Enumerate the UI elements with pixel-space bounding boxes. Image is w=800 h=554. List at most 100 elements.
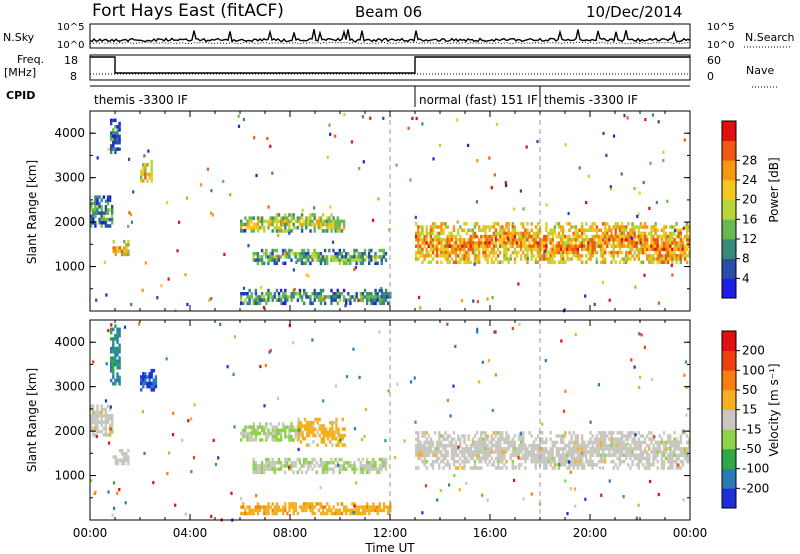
heatmap-cell xyxy=(409,178,412,182)
heatmap-cell xyxy=(471,247,475,252)
heatmap-cell xyxy=(566,512,569,516)
heatmap-cell xyxy=(677,447,680,451)
heatmap-cell xyxy=(338,222,342,227)
heatmap-cell xyxy=(432,157,435,161)
heatmap-cell xyxy=(608,479,611,483)
heatmap-cell xyxy=(353,470,356,475)
heatmap-cell xyxy=(288,505,291,509)
heatmap-cell xyxy=(351,467,354,471)
heatmap-cell xyxy=(589,463,592,467)
heatmap-cell xyxy=(482,443,485,448)
heatmap-cell xyxy=(667,434,670,438)
heatmap-cell xyxy=(601,250,605,255)
heatmap-cell xyxy=(612,443,615,448)
heatmap-cell xyxy=(664,260,668,264)
heatmap-cell xyxy=(127,252,130,257)
heatmap-cell xyxy=(669,225,672,229)
heatmap-cell xyxy=(455,118,459,122)
heatmap-cell xyxy=(450,443,454,448)
heatmap-cell xyxy=(372,505,375,509)
heatmap-cell xyxy=(271,464,274,468)
heatmap-cell xyxy=(496,431,500,435)
heatmap-cell xyxy=(574,443,577,448)
heatmap-cell xyxy=(423,447,426,451)
heatmap-cell xyxy=(488,225,491,229)
heatmap-cell xyxy=(288,431,291,436)
heatmap-cell xyxy=(547,231,550,236)
heatmap-cell xyxy=(361,470,365,475)
heatmap-cell xyxy=(114,356,117,360)
heatmap-cell xyxy=(612,225,615,229)
heatmap-cell xyxy=(652,437,655,441)
heatmap-cell xyxy=(114,134,117,139)
heatmap-cell xyxy=(267,222,270,227)
heatmap-cell xyxy=(96,201,99,206)
heatmap-cell xyxy=(612,257,615,261)
heatmap-cell xyxy=(418,295,421,299)
heatmap-cell xyxy=(522,497,525,501)
colorbar-segment xyxy=(722,331,736,351)
heatmap-cell xyxy=(114,362,117,367)
heatmap-cell xyxy=(591,241,594,245)
heatmap-cell xyxy=(465,222,468,226)
heatmap-cell xyxy=(258,258,262,262)
heatmap-cell xyxy=(645,463,648,467)
heatmap-cell xyxy=(242,502,245,506)
heatmap-cell xyxy=(123,455,126,459)
heatmap-cell xyxy=(246,219,249,224)
heatmap-cell xyxy=(284,261,287,266)
heatmap-cell xyxy=(440,434,443,438)
heatmap-cell xyxy=(290,298,293,302)
heatmap-cell xyxy=(355,258,358,262)
heatmap-cell xyxy=(522,447,525,451)
heatmap-cell xyxy=(281,248,285,253)
heatmap-cell xyxy=(342,295,346,299)
heatmap-cell xyxy=(593,437,596,441)
heatmap-cell xyxy=(679,459,682,464)
heatmap-cell xyxy=(425,437,428,441)
heatmap-cell xyxy=(271,255,274,259)
heatmap-cell xyxy=(469,247,472,252)
heatmap-cell xyxy=(669,244,672,248)
heatmap-cell xyxy=(480,244,483,248)
heatmap-cell xyxy=(90,426,93,431)
heatmap-cell xyxy=(467,437,470,441)
heatmap-cell xyxy=(267,292,270,296)
heatmap-cell xyxy=(673,238,676,242)
heatmap-cell xyxy=(96,156,99,160)
heatmap-cell xyxy=(526,254,529,258)
heatmap-cell xyxy=(282,422,285,426)
heatmap-cell xyxy=(570,434,573,438)
heatmap-cell xyxy=(589,241,592,245)
heatmap-cell xyxy=(309,464,312,468)
heatmap-cell xyxy=(415,466,418,470)
heatmap-cell xyxy=(118,249,122,253)
heatmap-cell xyxy=(279,295,283,299)
heatmap-cell xyxy=(630,236,633,240)
heatmap-cell xyxy=(677,443,680,448)
heatmap-cell xyxy=(599,250,603,255)
heatmap-cell xyxy=(440,443,443,448)
heatmap-cell xyxy=(688,241,691,245)
heatmap-cell xyxy=(321,508,325,513)
heatmap-cell xyxy=(125,243,128,247)
heatmap-cell xyxy=(382,301,386,306)
heatmap-cell xyxy=(475,443,479,448)
heatmap-cell xyxy=(332,222,335,227)
heatmap-cell xyxy=(555,440,559,445)
heatmap-cell xyxy=(478,450,481,454)
heatmap-cell xyxy=(583,443,586,448)
heatmap-cell xyxy=(593,250,596,255)
heatmap-cell xyxy=(499,228,502,232)
heatmap-cell xyxy=(120,461,124,466)
heatmap-cell xyxy=(589,453,592,457)
heatmap-cell xyxy=(633,234,636,239)
heatmap-cell xyxy=(475,440,479,445)
heatmap-cell xyxy=(471,443,475,448)
heatmap-cell xyxy=(286,255,289,259)
heatmap-cell xyxy=(334,252,337,256)
heatmap-cell xyxy=(545,257,548,261)
heatmap-cell xyxy=(267,435,270,439)
heatmap-cell xyxy=(536,228,540,232)
heatmap-cell xyxy=(536,244,540,248)
